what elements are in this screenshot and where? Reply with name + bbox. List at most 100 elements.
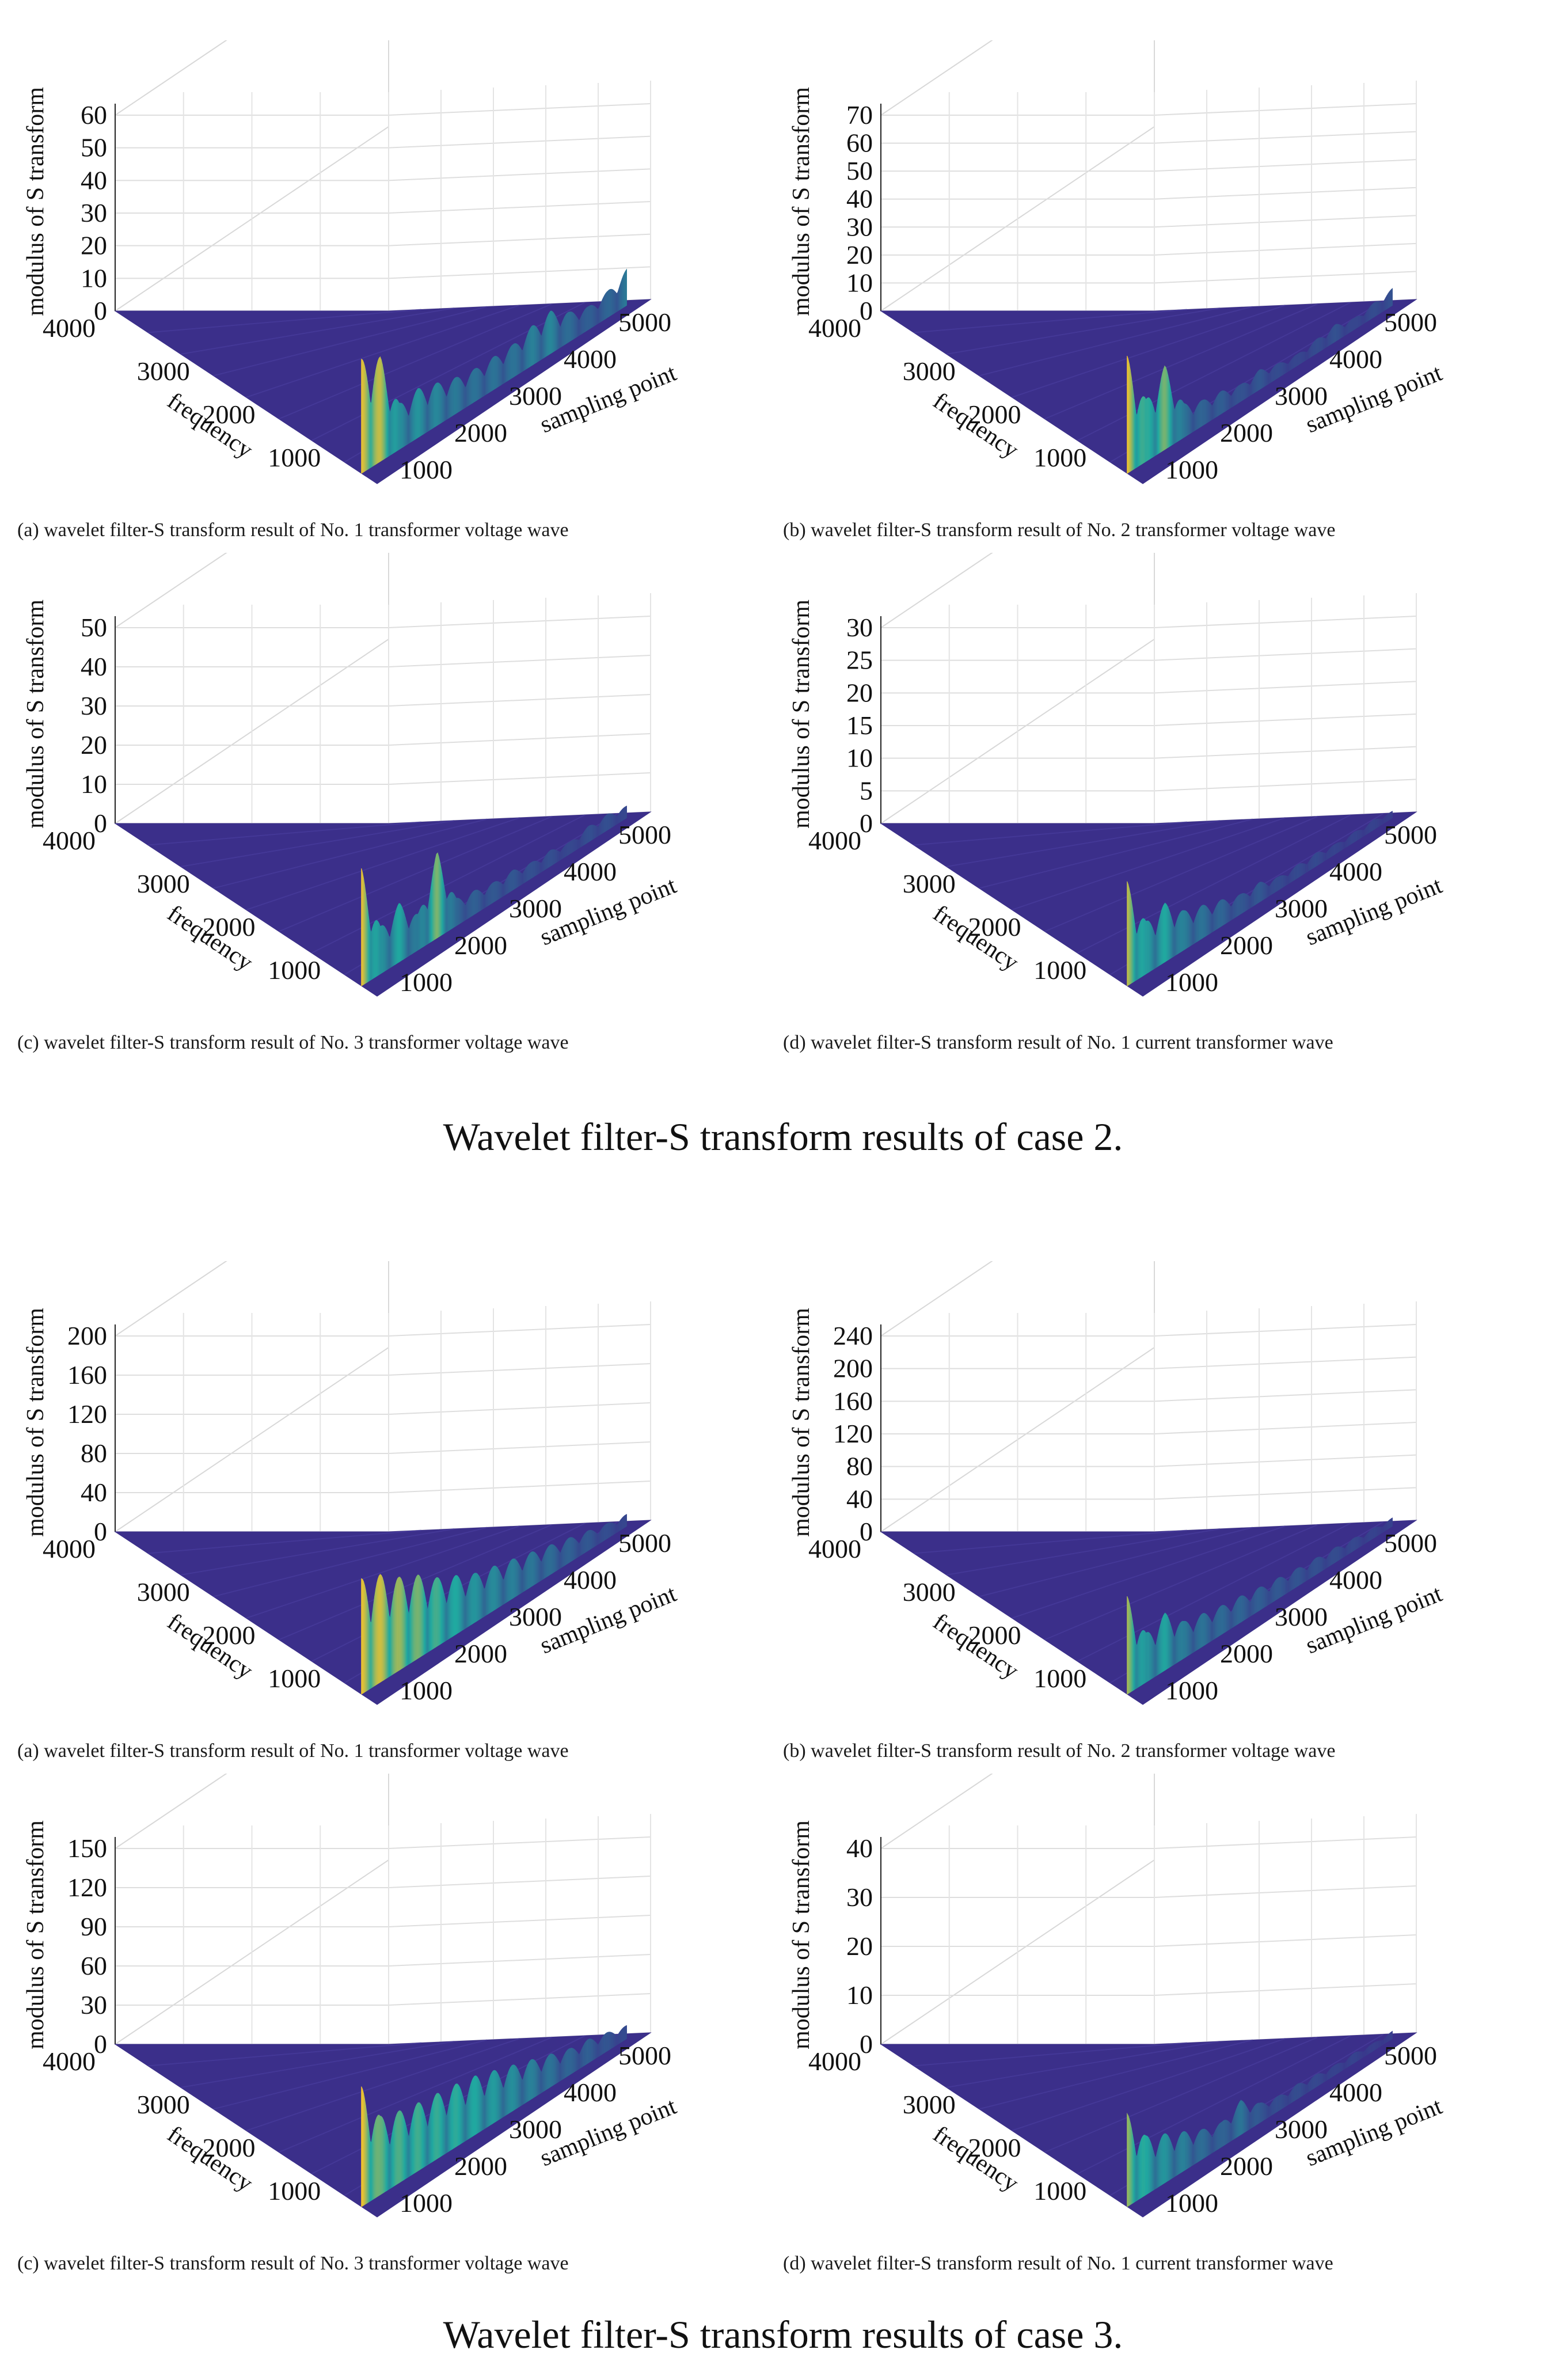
grid-line	[388, 266, 651, 279]
z-tick-label: 10	[846, 743, 873, 773]
y-tick-label: 4000	[43, 313, 96, 343]
surface-ridge	[913, 2042, 1187, 2067]
surface-ridge	[979, 1527, 1253, 1597]
z-tick-label: 30	[81, 1990, 107, 2020]
grid-line	[1154, 779, 1417, 792]
surface-ridge	[1044, 1524, 1318, 1641]
x-tick-label: 1000	[1165, 2188, 1218, 2218]
y-tick-label: 2000	[203, 2133, 256, 2162]
surface-ridge	[180, 2041, 454, 2088]
x-tick-label: 1000	[1165, 1676, 1218, 1705]
surface-ridge	[278, 815, 553, 932]
grid-line	[388, 103, 651, 116]
figure-caption-case3: Wavelet filter-S transform results of ca…	[443, 2313, 1123, 2356]
y-tick-label: 2000	[968, 1620, 1021, 1650]
surface-patch	[625, 268, 627, 307]
z-tick-label: 0	[94, 1517, 107, 1546]
surface-ridge	[311, 302, 586, 441]
x-tick-label: 1000	[400, 967, 453, 997]
z-tick-label: 0	[860, 1517, 873, 1546]
surface-ridge	[147, 309, 421, 333]
z-tick-label: 80	[846, 1452, 873, 1481]
x-tick-label: 4000	[564, 344, 617, 374]
x-tick-label: 2000	[454, 1639, 507, 1668]
chart-panel-case2-a: 0 10 20 30 40 50 60 modulus of S transform 4000 3…	[17, 40, 783, 559]
z-tick-label: 150	[67, 1834, 107, 1863]
x-tick-label: 4000	[1329, 1565, 1382, 1595]
surface-floor	[880, 2032, 1417, 2218]
z-tick-label: 80	[81, 1438, 107, 1468]
z-tick-label: 120	[833, 1419, 873, 1448]
z-tick-label: 0	[94, 808, 107, 838]
z-tick-label: 25	[846, 646, 873, 675]
z-tick-label: 0	[860, 2029, 873, 2059]
surface-peaks	[1127, 2030, 1393, 2207]
z-tick-label: 40	[81, 1478, 107, 1507]
surface-peaks	[361, 806, 627, 986]
y-tick-label: 4000	[808, 2047, 861, 2076]
y-tick-label: 3000	[903, 1577, 956, 1607]
x-tick-label: 1000	[400, 455, 453, 484]
surface-ridge	[311, 1523, 586, 1662]
grid-line	[388, 1954, 651, 1967]
z-tick-label: 90	[81, 1912, 107, 1941]
z-tick-label: 70	[846, 100, 873, 130]
surface-floor	[880, 299, 1417, 484]
z-tick-label: 30	[81, 198, 107, 227]
grid	[880, 1774, 1417, 2045]
grid	[115, 553, 651, 825]
chart-panel-case3-a: 0 40 80 120 160 200 modulus of S transform 4000…	[17, 1261, 783, 1779]
grid	[880, 553, 1417, 825]
x-tick-label: 5000	[618, 820, 671, 849]
subplot-caption: (d) wavelet filter-S transform result of…	[783, 2253, 1333, 2274]
z-tick-label: 60	[846, 128, 873, 158]
grid-line	[388, 1836, 651, 1849]
chart-panel-case2-c: 0 10 20 30 40 50 modulus of S transform 4000 300…	[17, 553, 783, 1071]
grid-line	[1154, 1836, 1417, 1849]
x-tick-label: 3000	[509, 1602, 562, 1631]
chart-panel-case2-b: 0 10 20 30 40 50 60 70 modulus of S transform 400…	[783, 40, 1549, 559]
surface-peaks	[1127, 1517, 1393, 1695]
z-tick-label: 30	[81, 691, 107, 720]
surface-ridge	[213, 818, 487, 889]
x-tick-label: 1000	[1165, 455, 1218, 484]
surface-ridge	[1044, 815, 1318, 932]
surface-patch	[1391, 287, 1393, 307]
x-tick-label: 4000	[564, 1565, 617, 1595]
y-tick-label: 1000	[1033, 2176, 1086, 2206]
surface-ridge	[913, 821, 1187, 846]
y-tick-label: 4000	[808, 1534, 861, 1563]
grid-line	[1154, 187, 1417, 200]
x-tick-label: 5000	[618, 2041, 671, 2070]
chart-panel-case2-d: 0 5 10 15 20 25 30 modulus of S transform 4000 30…	[783, 553, 1549, 1071]
surface-ridge	[1012, 2038, 1286, 2131]
z-tick-label: 120	[67, 1873, 107, 1902]
grid-line	[388, 1993, 651, 2006]
z-tick-label: 20	[846, 678, 873, 707]
y-tick-label: 3000	[903, 2090, 956, 2119]
y-tick-label: 3000	[903, 869, 956, 898]
y-tick-label: 4000	[43, 826, 96, 855]
subplot-caption: (c) wavelet filter-S transform result of…	[17, 2253, 569, 2274]
z-tick-label: 30	[846, 613, 873, 642]
z-axis-label: modulus of S transform	[788, 599, 815, 829]
z-tick-label: 20	[846, 1931, 873, 1961]
surface-patch	[625, 806, 627, 819]
z-axis-label: modulus of S transform	[22, 87, 49, 316]
surface-peaks	[361, 2025, 627, 2207]
z-tick-label: 160	[67, 1360, 107, 1390]
z-tick-label: 15	[846, 711, 873, 740]
surface-patch	[625, 1513, 627, 1528]
grid-line	[1154, 1487, 1417, 1500]
grid-line	[1154, 1983, 1417, 1996]
z-tick-label: 10	[846, 268, 873, 297]
surface-ridge	[979, 2039, 1253, 2110]
subplot-caption: (a) wavelet filter-S transform result of…	[17, 1740, 569, 1762]
surface-ridge	[946, 308, 1220, 355]
y-tick-label: 2000	[968, 912, 1021, 942]
surface-patch	[1391, 811, 1393, 819]
